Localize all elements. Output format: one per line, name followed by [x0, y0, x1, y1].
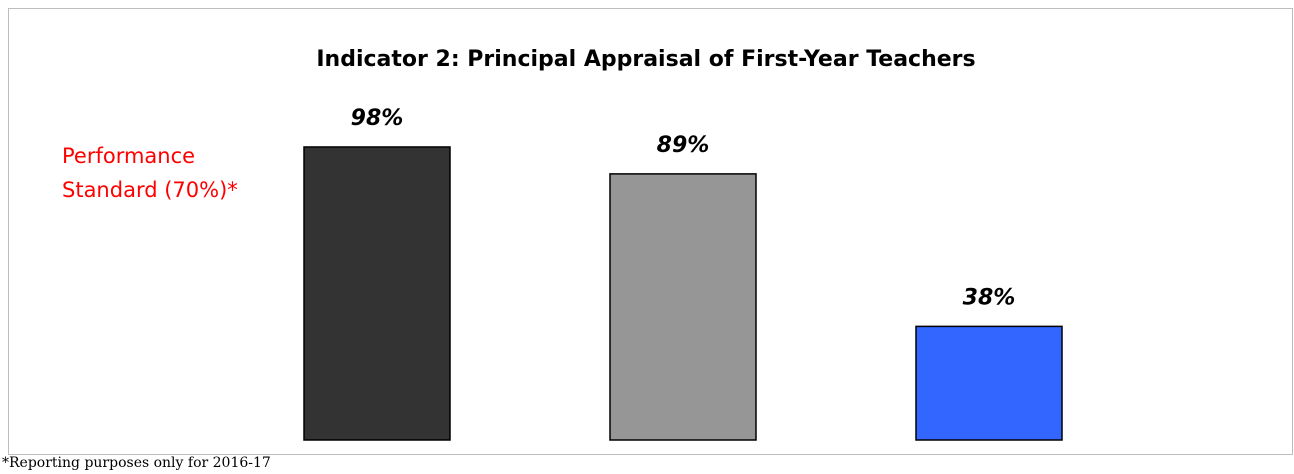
- bar: [609, 173, 757, 441]
- footnote: *Reporting purposes only for 2016-17: [2, 455, 271, 471]
- chart-frame: [8, 8, 1293, 455]
- bar: [303, 146, 451, 441]
- bar: [915, 325, 1063, 441]
- value-label: 38%: [963, 285, 1016, 310]
- performance-standard-note: Performance Standard (70%)*: [62, 144, 238, 202]
- value-label: 98%: [351, 106, 404, 131]
- chart-title: Indicator 2: Principal Appraisal of Firs…: [316, 47, 975, 72]
- value-label: 89%: [657, 133, 710, 158]
